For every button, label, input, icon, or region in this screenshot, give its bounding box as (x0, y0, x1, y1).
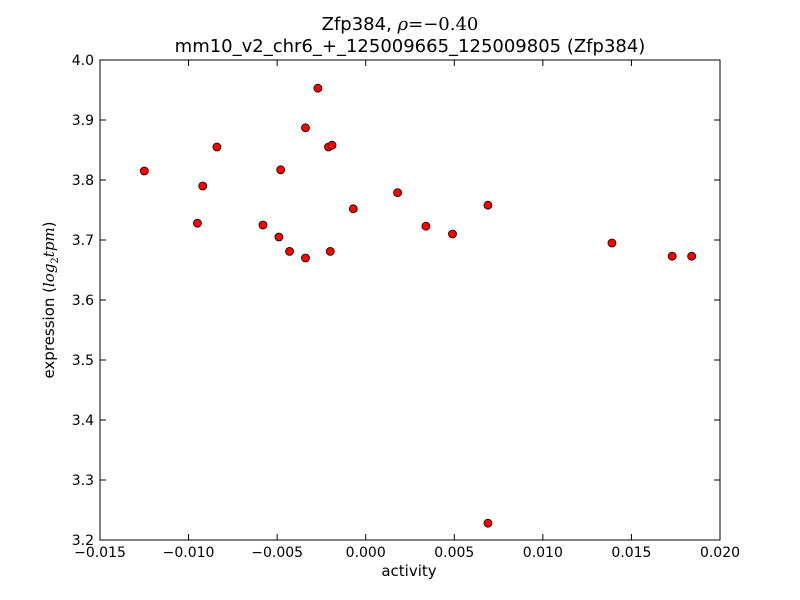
scatter-point (483, 200, 493, 210)
scatter-point (348, 204, 358, 214)
y-axis-label: expression (log2tpm) (40, 221, 61, 378)
y-tick-label: 3.6 (72, 293, 94, 309)
y-axis-label-prefix: expression ( (40, 287, 58, 379)
title-rho-symbol: ρ (397, 14, 409, 35)
x-tick-label: −0.005 (251, 545, 303, 561)
points-layer (139, 83, 697, 528)
scatter-point (325, 246, 335, 256)
scatter-point (212, 142, 222, 152)
scatter-point (285, 246, 294, 256)
title-rho-equals: = (408, 14, 423, 35)
scatter-point (421, 221, 431, 231)
scatter-point (198, 181, 208, 191)
x-tick-label: 0.000 (346, 545, 386, 561)
title-gene: Zfp384 (322, 14, 386, 35)
scatter-point (687, 251, 697, 261)
y-axis-label-base: 2 (50, 257, 61, 263)
y-tick-label: 4.0 (72, 53, 94, 69)
scatter-point (483, 518, 493, 528)
scatter-point (448, 229, 457, 239)
scatter-point (193, 218, 202, 228)
scatter-point (607, 238, 617, 248)
scatter-point (139, 166, 149, 176)
scatter-point (327, 140, 337, 150)
x-tick-label: 0.005 (434, 545, 474, 561)
scatter-point (313, 83, 323, 93)
chart-subtitle: mm10_v2_chr6_+_125009665_125009805 (Zfp3… (175, 36, 646, 57)
scatter-point (393, 188, 403, 198)
y-tick-label: 3.3 (72, 473, 94, 489)
scatter-point (258, 220, 268, 230)
plot-area (99, 59, 721, 541)
ticks-layer (99, 59, 721, 541)
x-tick-label: 0.010 (523, 545, 563, 561)
x-axis-label: activity (381, 562, 436, 580)
scatter-point (667, 251, 677, 261)
x-tick-label: −0.010 (163, 545, 215, 561)
y-tick-label: 3.4 (72, 413, 94, 429)
y-tick-label: 3.9 (72, 113, 94, 129)
y-tick-label: 3.2 (72, 533, 94, 549)
y-axis-label-suffix: ) (40, 221, 58, 227)
tick-labels-layer: −0.015 −0.010 −0.005 0.000 0.005 0.010 0.015 0.… (72, 53, 740, 561)
scatter-point (301, 123, 310, 133)
chart-title: Zfp384, ρ=−0.40 (322, 14, 479, 35)
x-tick-label: 0.015 (611, 545, 651, 561)
title-rho-value: −0.40 (423, 14, 478, 35)
y-axis-label-unit: tpm (40, 227, 58, 257)
scatter-point (274, 232, 284, 242)
y-tick-label: 3.8 (72, 173, 94, 189)
scatter-point (276, 165, 286, 175)
scatter-point (301, 253, 310, 263)
x-tick-label: 0.020 (700, 545, 740, 561)
y-axis-label-log: log (40, 264, 58, 287)
y-tick-label: 3.7 (72, 233, 94, 249)
title-separator: , (386, 14, 397, 35)
y-tick-label: 3.5 (72, 353, 94, 369)
x-tick-label: −0.015 (74, 545, 126, 561)
